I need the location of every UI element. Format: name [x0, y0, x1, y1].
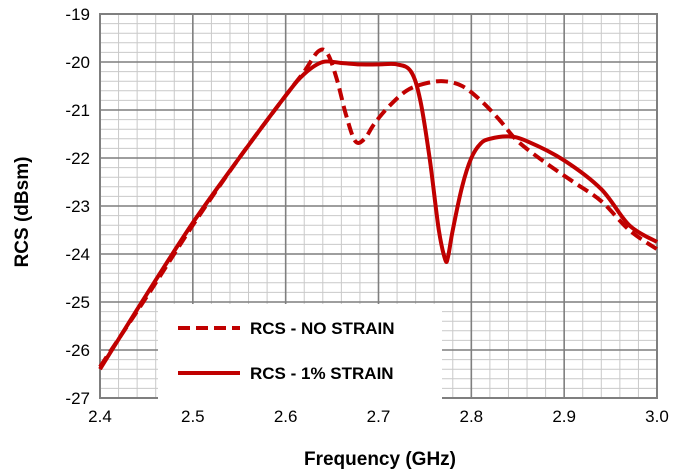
y-tick-label: -19 — [65, 5, 90, 24]
y-tick-label: -23 — [65, 197, 90, 216]
x-axis-tick-labels: 2.4 2.5 2.6 2.7 2.8 2.9 3.0 — [88, 407, 669, 426]
series-line-1pct-strain — [98, 59, 659, 371]
x-tick-label: 2.7 — [367, 407, 391, 426]
y-axis-tick-labels: -19 -20 -21 -22 -23 -24 -25 -26 -27 — [65, 5, 90, 408]
y-tick-label: -24 — [65, 245, 90, 264]
y-tick-label: -22 — [65, 149, 90, 168]
y-tick-label: -27 — [65, 389, 90, 408]
x-tick-label: 2.9 — [552, 407, 576, 426]
y-axis-title: RCS (dBsm) — [12, 157, 33, 268]
y-tick-label: -20 — [65, 53, 90, 72]
legend-label-no-strain: RCS - NO STRAIN — [250, 319, 395, 338]
x-tick-label: 2.4 — [88, 407, 112, 426]
series-layer — [98, 47, 659, 371]
x-axis-title: Frequency (GHz) — [304, 449, 456, 470]
x-tick-label: 3.0 — [645, 407, 669, 426]
x-tick-label: 2.5 — [181, 407, 205, 426]
y-tick-label: -25 — [65, 293, 90, 312]
legend-box — [158, 304, 442, 400]
legend: RCS - NO STRAIN RCS - 1% STRAIN — [158, 304, 442, 400]
y-tick-label: -26 — [65, 341, 90, 360]
legend-label-strain: RCS - 1% STRAIN — [250, 364, 394, 383]
y-tick-label: -21 — [65, 101, 90, 120]
series-line-no-strain — [98, 47, 659, 368]
x-tick-label: 2.6 — [274, 407, 298, 426]
x-tick-label: 2.8 — [460, 407, 484, 426]
